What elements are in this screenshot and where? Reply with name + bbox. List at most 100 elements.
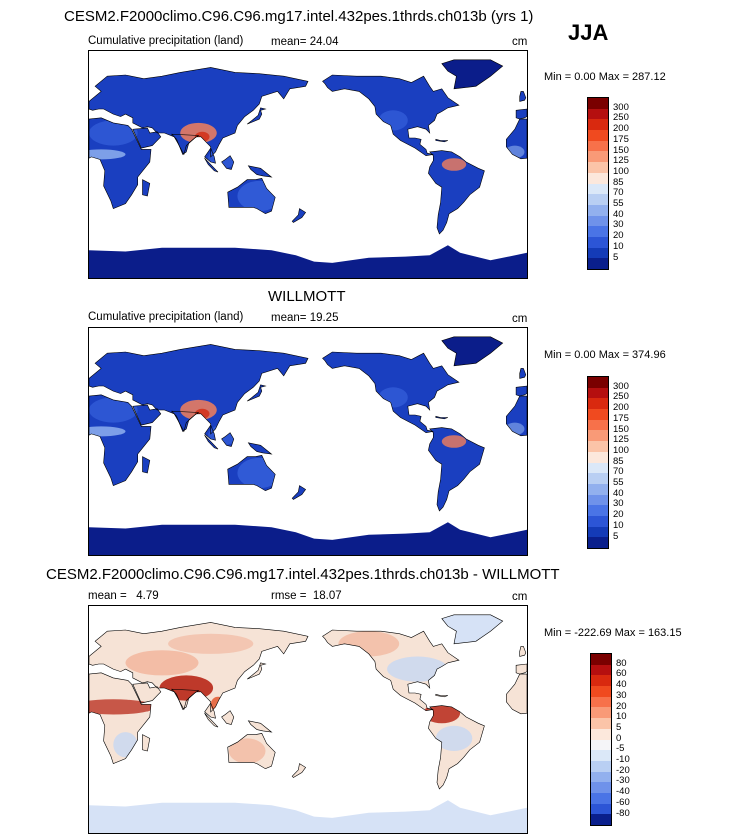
landmass-eurasia bbox=[89, 344, 308, 434]
colorbar-tick-label: 150 bbox=[613, 423, 629, 435]
colorbar-tick-label: 85 bbox=[613, 455, 624, 467]
colorbar-swatch bbox=[588, 236, 608, 248]
colorbar-tick-label: -80 bbox=[616, 807, 630, 819]
colorbar-tick-label: -10 bbox=[616, 754, 630, 765]
landmass-antarctica bbox=[89, 522, 527, 555]
colorbar-swatch bbox=[591, 814, 611, 825]
colorbar-swatch bbox=[588, 451, 608, 463]
colorbar-tick-label: 150 bbox=[613, 144, 629, 156]
colorbar-tick-label: 175 bbox=[613, 412, 629, 424]
colorbar-swatch bbox=[588, 162, 608, 173]
colorbar-swatch bbox=[588, 194, 608, 205]
colorbar-swatch bbox=[588, 409, 608, 420]
colorbar-tick-label: 20 bbox=[616, 700, 627, 712]
colorbar-tick-label: 5 bbox=[613, 251, 619, 263]
colorbar-swatch bbox=[588, 419, 608, 431]
panel1-minmax: Min = 0.00 Max = 287.12 bbox=[544, 71, 666, 83]
colorbar-swatch bbox=[588, 151, 608, 163]
colorbar-tick-label: 5 bbox=[616, 721, 622, 733]
colorbar-tick-label: 40 bbox=[613, 487, 624, 499]
colorbar-tick-label: 85 bbox=[613, 176, 624, 188]
colorbar-swatch bbox=[588, 387, 608, 399]
landmass-greenland bbox=[441, 336, 503, 366]
landmass-iberia bbox=[516, 386, 527, 397]
colorbar-tick-label: 5 bbox=[613, 530, 619, 542]
panel3-mean: mean = 4.79 bbox=[88, 590, 159, 602]
colorbar-tick-label: -20 bbox=[616, 764, 630, 776]
colorbar-tick-label: 40 bbox=[613, 208, 624, 220]
colorbar-swatch bbox=[591, 750, 611, 761]
colorbar-tick-label: 10 bbox=[616, 711, 627, 723]
colorbar-tick-label: 175 bbox=[613, 133, 629, 145]
landmass-eurasia bbox=[89, 67, 308, 157]
panel1-mean: mean= 24.04 bbox=[271, 36, 338, 48]
colorbar-swatch bbox=[588, 515, 608, 527]
landmass-greenland bbox=[441, 59, 503, 89]
panel1-mean-value: 24.04 bbox=[309, 36, 339, 48]
landmass-africaW bbox=[506, 674, 527, 714]
colorbar-swatch bbox=[591, 707, 611, 719]
season-label: JJA bbox=[568, 20, 609, 45]
landmass-borneo bbox=[221, 710, 234, 725]
colorbar-tick-label: 40 bbox=[616, 679, 627, 691]
panel3-colorbar bbox=[590, 653, 612, 827]
panel3-rmse: rmse = 18.07 bbox=[271, 590, 342, 602]
panel3-rmse-label: rmse = bbox=[271, 590, 307, 602]
colorbar-tick-label: 250 bbox=[613, 391, 629, 403]
colorbar-swatch bbox=[591, 803, 611, 815]
colorbar-swatch bbox=[591, 686, 611, 697]
colorbar-swatch bbox=[588, 172, 608, 184]
colorbar-tick-label: 55 bbox=[613, 477, 624, 488]
landmass-iberia bbox=[516, 109, 527, 120]
colorbar-tick-label: 80 bbox=[616, 657, 627, 669]
panel3-mean-value: 4.79 bbox=[136, 590, 159, 602]
colorbar-tick-label: -30 bbox=[616, 775, 630, 787]
panel1-map bbox=[88, 50, 528, 279]
colorbar-swatch bbox=[588, 140, 608, 152]
panel1-variable-label: Cumulative precipitation (land) bbox=[88, 35, 244, 47]
colorbar-swatch bbox=[588, 215, 608, 227]
panel3-rmse-value: 18.07 bbox=[312, 590, 342, 602]
colorbar-swatch bbox=[588, 98, 608, 109]
colorbar-tick-label: 20 bbox=[613, 230, 624, 242]
landmass-newguinea bbox=[248, 165, 272, 178]
landmass-newguinea bbox=[248, 442, 272, 455]
landmass-iberia bbox=[516, 664, 527, 675]
landmass-nz bbox=[292, 763, 306, 778]
colorbar-swatch bbox=[591, 675, 611, 687]
colorbar-swatch bbox=[588, 462, 608, 474]
colorbar-swatch bbox=[588, 537, 608, 548]
colorbar-swatch bbox=[591, 718, 611, 729]
panel3-title: CESM2.F2000climo.C96.C96.mg17.intel.432p… bbox=[46, 566, 560, 583]
colorbar-swatch bbox=[588, 204, 608, 216]
landmass-samerica bbox=[428, 427, 485, 511]
colorbar-tick-label: 60 bbox=[616, 668, 627, 680]
colorbar-swatch bbox=[588, 183, 608, 195]
colorbar-swatch bbox=[588, 505, 608, 516]
colorbar-tick-label: 200 bbox=[613, 123, 629, 135]
colorbar-tick-label: 200 bbox=[613, 402, 629, 414]
panel2-minmax: Min = 0.00 Max = 374.96 bbox=[544, 349, 666, 361]
colorbar-tick-label: 300 bbox=[613, 101, 629, 113]
colorbar-tick-label: 125 bbox=[613, 434, 629, 446]
page-title: CESM2.F2000climo.C96.C96.mg17.intel.432p… bbox=[64, 8, 534, 25]
colorbar-tick-label: 10 bbox=[613, 240, 624, 252]
colorbar-swatch bbox=[591, 782, 611, 793]
colorbar-swatch bbox=[588, 377, 608, 388]
colorbar-swatch bbox=[591, 654, 611, 665]
panel2-title: WILLMOTT bbox=[268, 288, 346, 305]
panel1-colorbar bbox=[587, 97, 609, 271]
panel2-mean-value: 19.25 bbox=[309, 312, 339, 324]
colorbar-swatch bbox=[591, 760, 611, 772]
colorbar-swatch bbox=[588, 441, 608, 452]
colorbar-swatch bbox=[591, 696, 611, 708]
colorbar-swatch bbox=[588, 483, 608, 495]
colorbar-swatch bbox=[588, 398, 608, 410]
colorbar-swatch bbox=[588, 473, 608, 484]
colorbar-tick-label: 70 bbox=[613, 466, 624, 478]
colorbar-swatch bbox=[591, 739, 611, 751]
colorbar-tick-label: 100 bbox=[613, 165, 629, 177]
colorbar-tick-label: 300 bbox=[613, 380, 629, 392]
landmass-samerica bbox=[428, 150, 485, 234]
colorbar-swatch bbox=[588, 430, 608, 442]
